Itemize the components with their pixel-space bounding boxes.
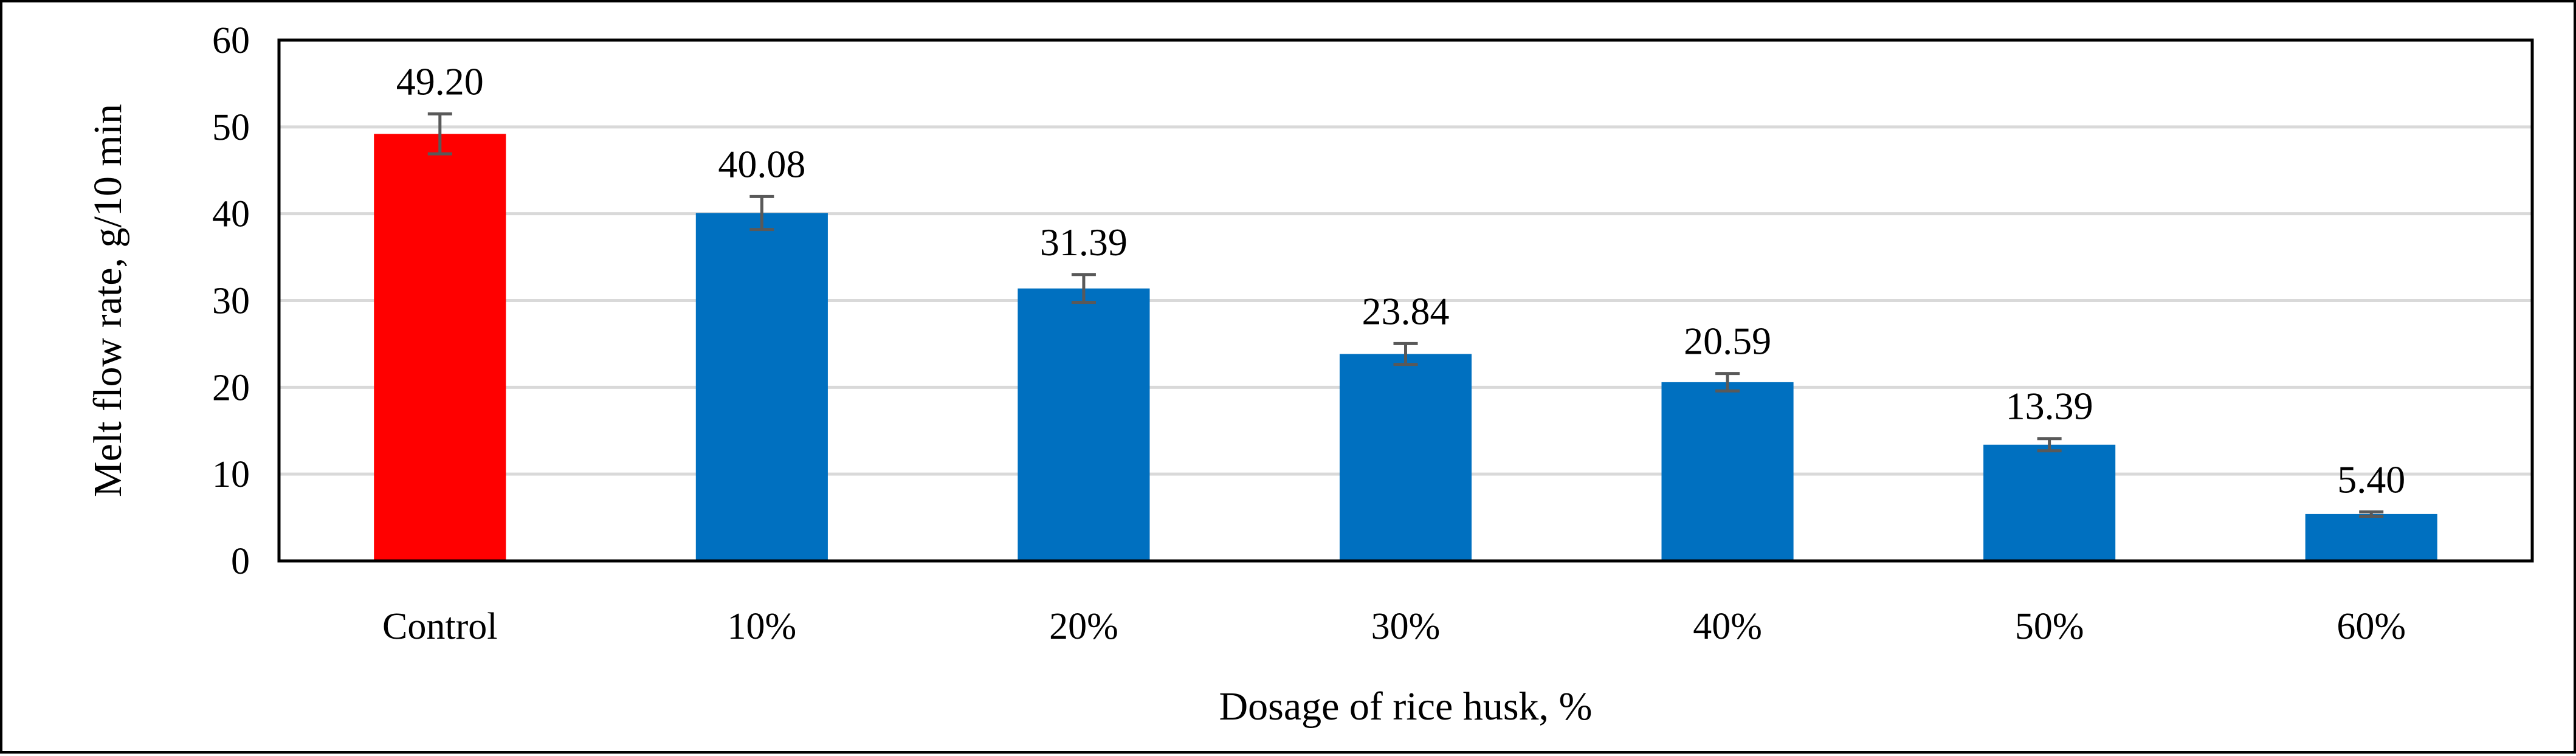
y-tick-label: 40 [212,194,250,235]
plot-frame [277,38,2534,563]
y-tick-label: 0 [231,541,250,582]
data-label: 5.40 [2337,458,2405,501]
bar [695,213,828,561]
bar [1018,288,1150,561]
y-tick-label: 60 [212,20,250,61]
x-tick-label: 40% [1693,606,1762,647]
data-label: 31.39 [1040,221,1128,264]
data-label: 49.20 [396,60,484,103]
bar [1339,354,1472,561]
y-tick-label: 50 [212,107,250,148]
data-label: 40.08 [718,142,805,185]
data-labels: 49.20 40.08 31.39 23.84 20.59 13.39 5.40 [396,60,2405,501]
data-label: 13.39 [2006,385,2093,428]
x-tick-label: 50% [2015,606,2084,647]
y-tick-label: 30 [212,281,250,322]
bar [2305,514,2437,561]
bars [374,134,2437,561]
bar [1983,444,2116,561]
x-tick-label: 60% [2337,606,2406,647]
axes: 0 10 20 30 40 50 60 Control 10% 20% 30% 40% 50% 60% [212,20,2534,647]
x-tick-label: 10% [728,606,797,647]
data-label: 23.84 [1362,289,1450,332]
y-axis-title: Melt flow rate, g/10 min [86,104,130,497]
x-tick-label: Control [382,606,497,647]
x-tick-label: 20% [1049,606,1118,647]
data-label: 20.59 [1684,320,1771,363]
gridlines [279,125,2532,476]
error-bars [427,112,2384,518]
bar [374,134,506,561]
y-tick-label: 10 [212,454,250,495]
x-axis-title: Dosage of rice husk, % [1219,684,1593,729]
bar [1661,382,1794,561]
y-tick-label: 20 [212,367,250,408]
x-tick-label: 30% [1371,606,1441,647]
